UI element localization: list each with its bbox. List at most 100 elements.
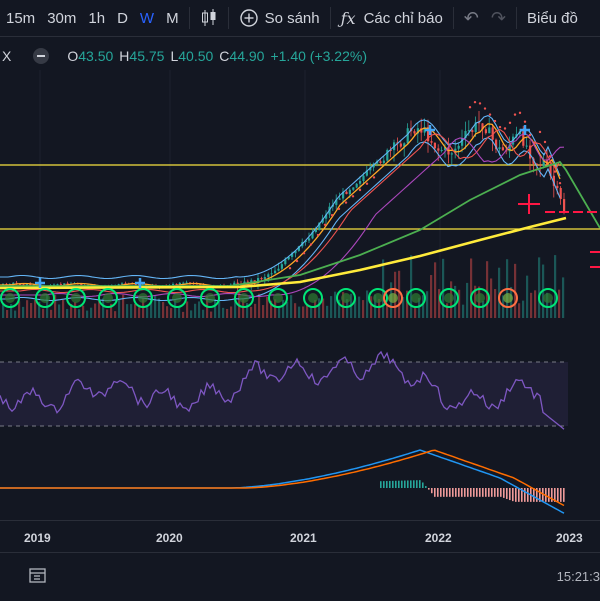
macd-histogram-bar <box>470 488 472 497</box>
time-axis[interactable]: 2019 2020 2021 2022 2023 <box>0 520 600 553</box>
signal-dot <box>341 293 351 303</box>
sar-dot <box>344 201 348 204</box>
volume-bar <box>94 303 97 318</box>
volume-bar <box>254 303 257 318</box>
signal-circle <box>200 288 220 308</box>
volume-bar <box>170 308 173 318</box>
sar-dot <box>478 102 482 105</box>
ma-green <box>0 160 600 287</box>
volume-bar <box>534 290 537 318</box>
signal-dot <box>373 293 383 303</box>
toolbar-separator <box>329 7 331 29</box>
macd-histogram-bar <box>464 488 466 497</box>
sar-dot <box>518 111 522 115</box>
interval-15m[interactable]: 15m <box>6 9 36 27</box>
volume-bar <box>306 304 309 318</box>
macd-histogram-bar <box>386 481 388 488</box>
candle-body <box>529 145 532 159</box>
macd-histogram-bar <box>527 488 529 502</box>
interval-1h[interactable]: 1h <box>88 9 106 27</box>
macd-histogram-bar <box>407 480 409 488</box>
sar-dot <box>498 125 502 129</box>
signal-circle <box>167 288 187 308</box>
rsi-band <box>0 362 568 426</box>
volume-bar <box>342 292 345 318</box>
sar-dot <box>295 259 299 263</box>
candle-body <box>495 139 498 150</box>
candle-body <box>178 282 181 285</box>
volume-bar <box>310 307 313 318</box>
macd-histogram-bar <box>392 480 394 488</box>
volume-bar <box>462 304 465 318</box>
candlestick-icon <box>201 9 216 26</box>
volume-bar <box>98 301 101 318</box>
volume-bar <box>194 303 197 318</box>
high-value: 45.75 <box>129 48 165 64</box>
candle-body <box>22 284 25 286</box>
macd-histogram-bar <box>506 488 508 499</box>
candle-body <box>498 147 501 150</box>
signal-circle <box>498 288 518 308</box>
volume-bar <box>330 296 333 318</box>
volume-bar <box>250 306 253 318</box>
candle-body <box>294 250 297 254</box>
interval-d[interactable]: D <box>117 9 128 27</box>
candle-body <box>338 198 341 200</box>
interval-w[interactable]: W <box>139 9 155 27</box>
macd-histogram-bar <box>554 488 556 502</box>
signal-dot <box>411 293 421 303</box>
collapse-legend-icon[interactable] <box>33 48 50 64</box>
volume-bar <box>262 305 265 318</box>
signal-dot <box>273 293 283 303</box>
signal-dot <box>103 293 113 303</box>
redo-button[interactable]: ↷ <box>485 0 512 36</box>
sar-dot <box>513 113 517 116</box>
volume-bar <box>130 304 133 318</box>
macd-histogram-bar <box>509 488 511 501</box>
candle-body <box>525 145 528 147</box>
price-chart[interactable] <box>0 70 600 320</box>
volume-bar <box>286 301 289 318</box>
macd-histogram-bar <box>548 488 550 502</box>
volume-bar <box>178 307 181 318</box>
volume-bar <box>122 294 125 318</box>
volume-bar <box>218 300 221 318</box>
chart-type-button[interactable] <box>194 0 224 36</box>
candle-body <box>321 218 324 223</box>
open-value: 43.50 <box>78 48 114 64</box>
signal-circle <box>234 288 254 308</box>
candle-body <box>403 143 406 147</box>
toolbar-separator <box>188 7 190 29</box>
volume-bar <box>318 298 321 318</box>
volume-bar <box>430 275 433 318</box>
volume-bar <box>418 297 421 318</box>
sar-dot <box>523 120 527 123</box>
macd-histogram-bar <box>416 480 418 488</box>
volume-bar <box>26 300 29 318</box>
signal-dot <box>239 293 249 303</box>
candle-body <box>175 283 178 285</box>
candle-body <box>274 270 277 274</box>
volume-bar <box>106 309 109 318</box>
macd-histogram-bar <box>479 488 481 497</box>
symbol-close-icon[interactable]: X <box>2 48 12 64</box>
chart-type-menu[interactable]: Biểu đồ <box>526 9 578 27</box>
macd-histogram-bar <box>503 488 505 498</box>
volume-bar <box>398 270 401 318</box>
volume-bar <box>198 301 201 318</box>
volume-bar <box>486 261 489 318</box>
compare-button[interactable]: So sánh <box>233 0 326 36</box>
candle-body <box>481 123 484 130</box>
candle-body <box>430 141 433 143</box>
interval-30m[interactable]: 30m <box>47 9 77 27</box>
macd-histogram-bar <box>458 488 460 497</box>
calendar-range-icon[interactable] <box>28 565 48 585</box>
macd-pane[interactable] <box>0 440 600 520</box>
interval-m[interactable]: M <box>166 9 179 27</box>
undo-button[interactable]: ↶ <box>458 0 485 36</box>
rsi-pane[interactable] <box>0 330 600 440</box>
low-key: L <box>170 48 179 64</box>
indicators-button[interactable]: ƒx Các chỉ báo <box>335 0 449 36</box>
candle-body <box>433 142 436 149</box>
low-value: 40.50 <box>178 48 214 64</box>
